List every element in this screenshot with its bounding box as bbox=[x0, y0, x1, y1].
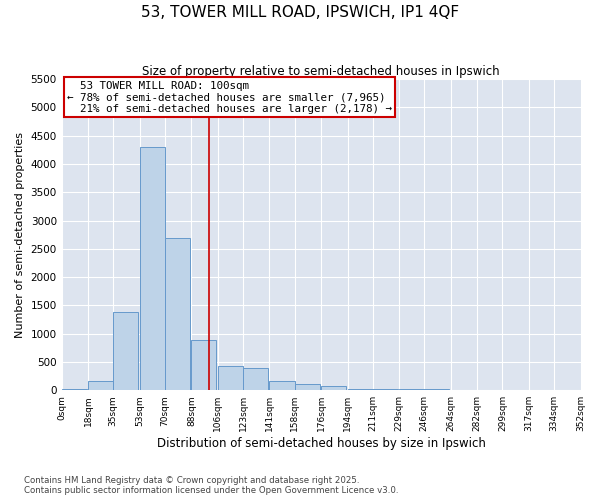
Bar bbox=[269, 381, 295, 390]
Bar bbox=[191, 340, 217, 390]
Y-axis label: Number of semi-detached properties: Number of semi-detached properties bbox=[15, 132, 25, 338]
Bar bbox=[218, 366, 243, 390]
Title: Size of property relative to semi-detached houses in Ipswich: Size of property relative to semi-detach… bbox=[142, 65, 500, 78]
Text: 53 TOWER MILL ROAD: 100sqm
← 78% of semi-detached houses are smaller (7,965)
  2: 53 TOWER MILL ROAD: 100sqm ← 78% of semi… bbox=[67, 80, 392, 114]
Bar bbox=[243, 368, 268, 390]
Bar bbox=[140, 147, 165, 390]
Bar bbox=[321, 386, 346, 390]
Text: Contains HM Land Registry data © Crown copyright and database right 2025.
Contai: Contains HM Land Registry data © Crown c… bbox=[24, 476, 398, 495]
Bar bbox=[373, 388, 398, 390]
X-axis label: Distribution of semi-detached houses by size in Ipswich: Distribution of semi-detached houses by … bbox=[157, 437, 485, 450]
Bar bbox=[113, 312, 139, 390]
Bar bbox=[399, 388, 424, 390]
Bar bbox=[165, 238, 190, 390]
Bar bbox=[88, 381, 113, 390]
Bar bbox=[62, 388, 87, 390]
Text: 53, TOWER MILL ROAD, IPSWICH, IP1 4QF: 53, TOWER MILL ROAD, IPSWICH, IP1 4QF bbox=[141, 5, 459, 20]
Bar bbox=[295, 384, 320, 390]
Bar bbox=[347, 388, 373, 390]
Bar bbox=[424, 388, 449, 390]
